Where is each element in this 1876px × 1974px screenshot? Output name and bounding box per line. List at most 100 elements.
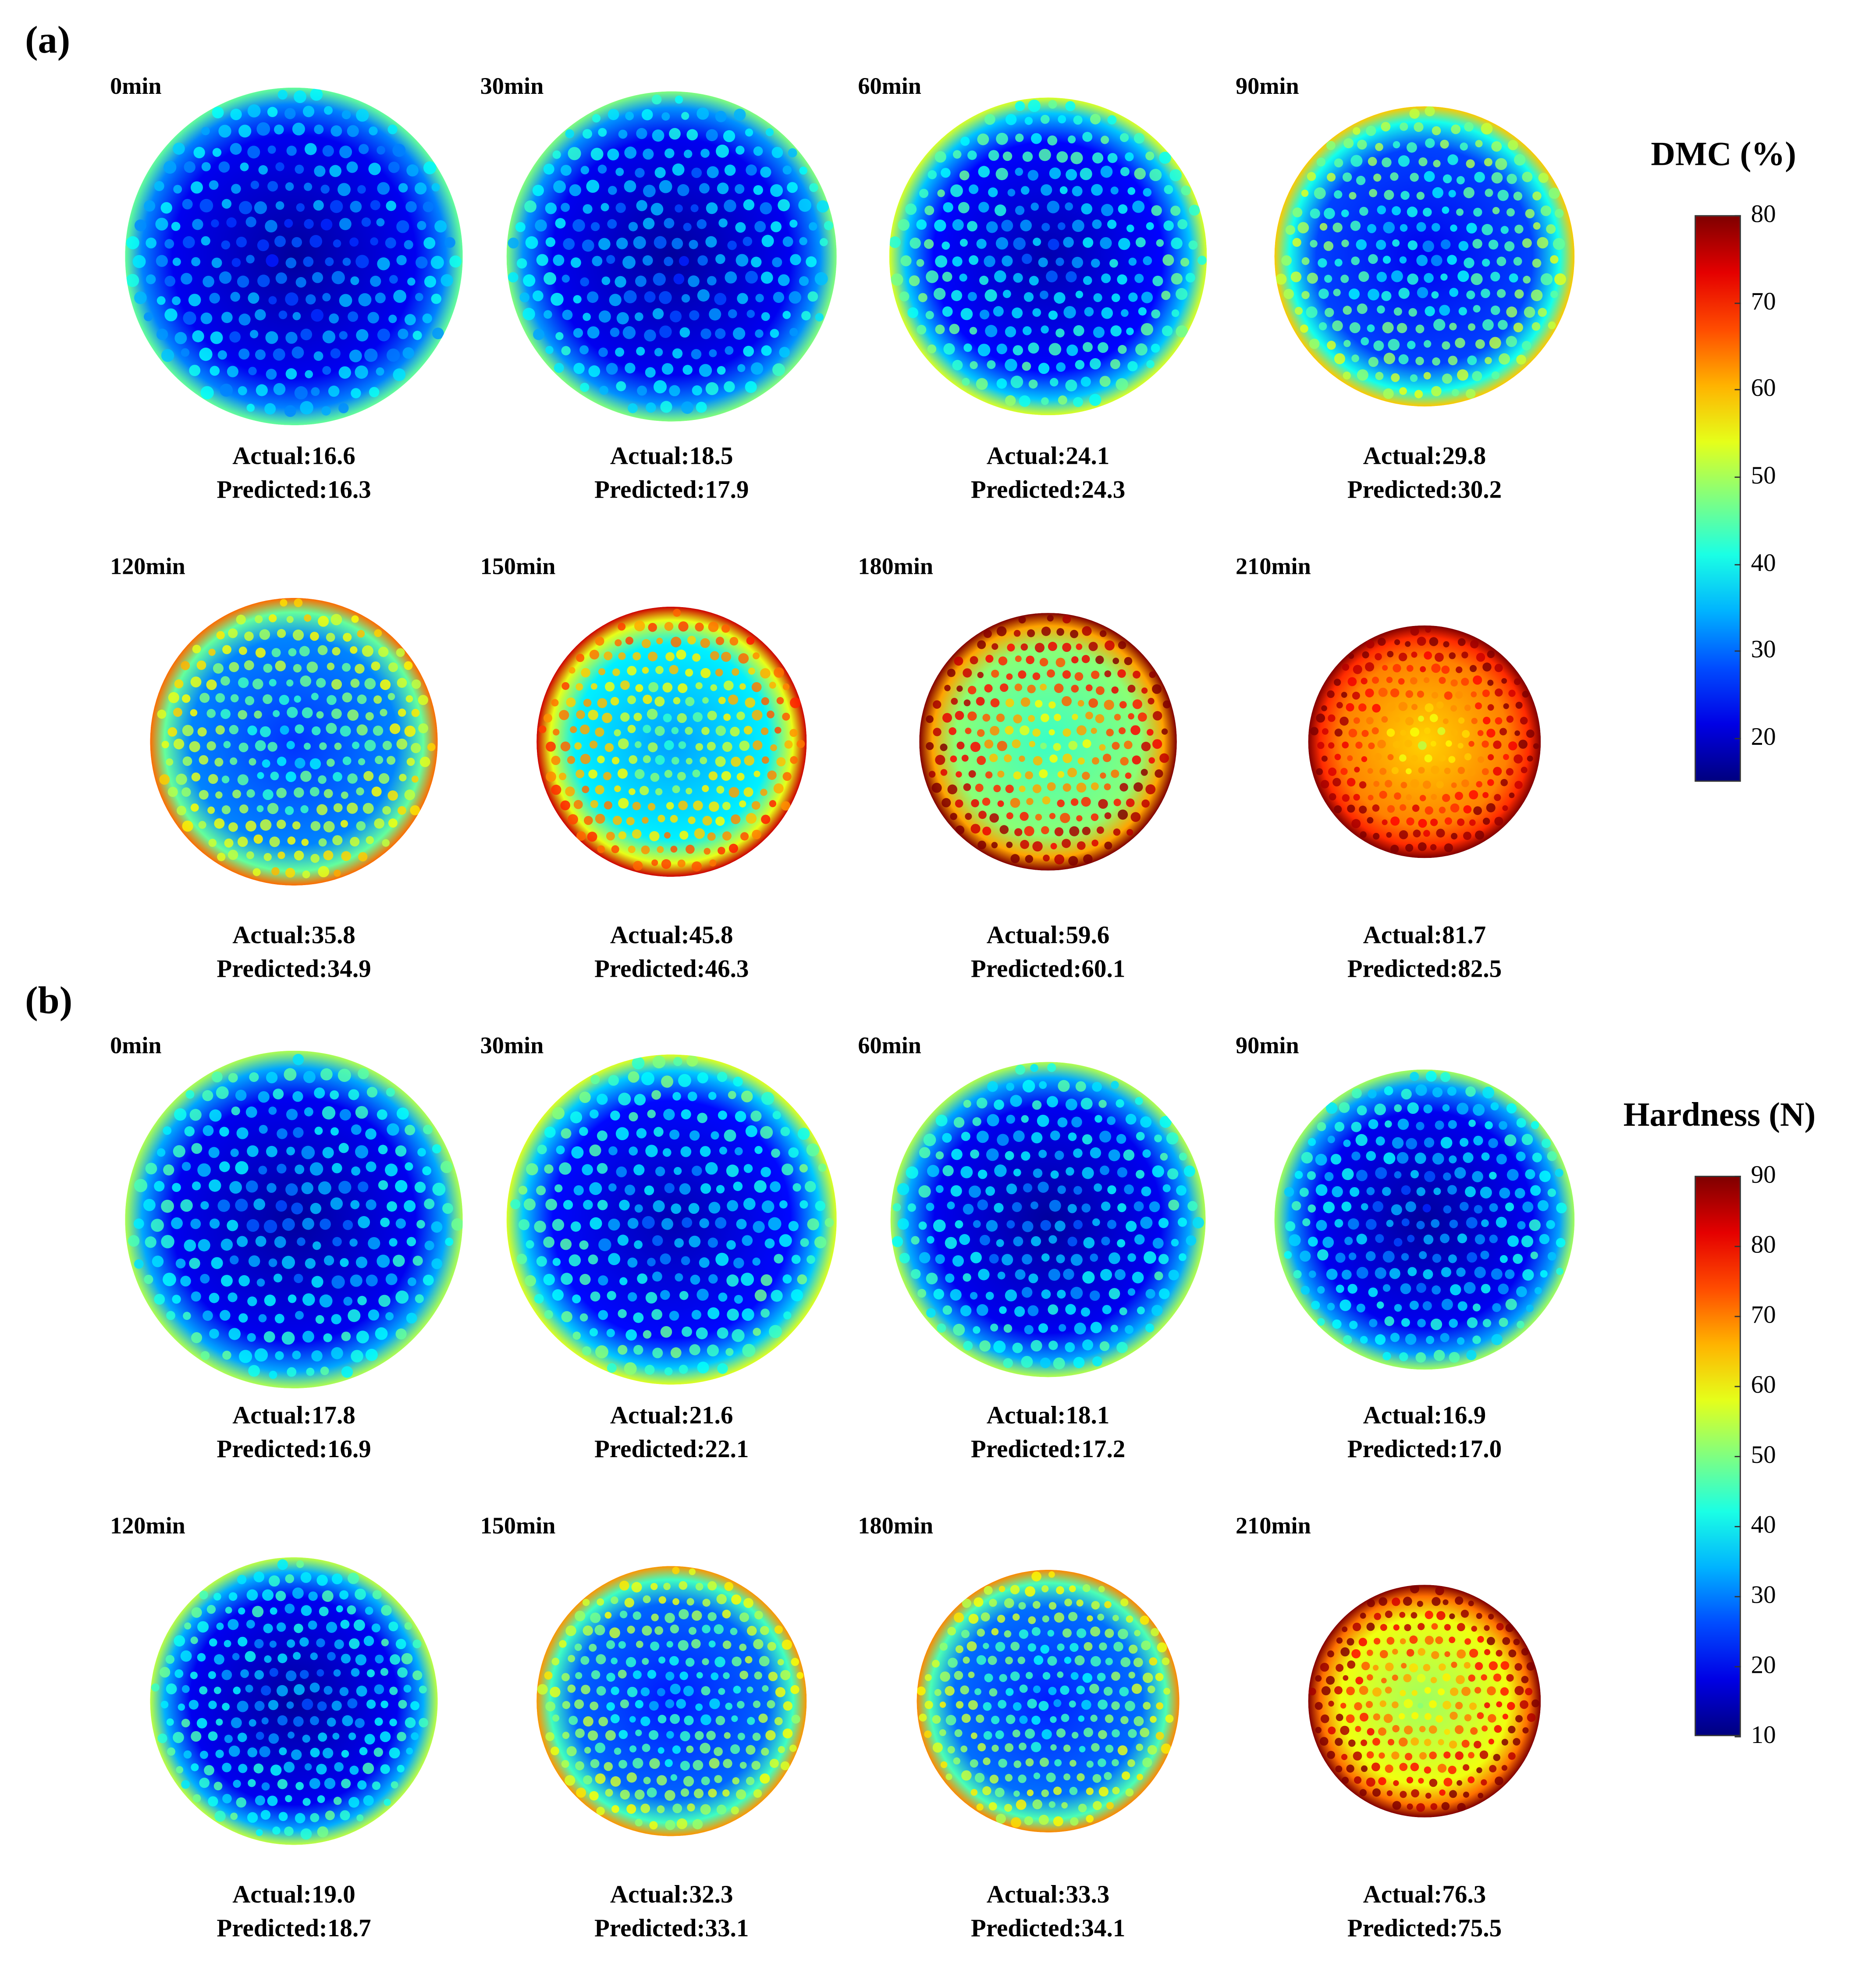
actual-value-line: Actual:16.6 <box>144 440 444 474</box>
time-label: 180min <box>858 1513 934 1540</box>
actual-prefix: Actual: <box>986 1402 1066 1430</box>
colorbar-tick <box>1734 651 1741 652</box>
colorbar-tick-label: 30 <box>1751 637 1776 664</box>
predicted-value: 16.3 <box>327 477 371 504</box>
tablet-map-90min <box>1274 106 1575 407</box>
tablet-map-90min <box>1274 1069 1575 1370</box>
time-label: 90min <box>1236 74 1299 100</box>
colorbar-tick-label: 30 <box>1751 1581 1776 1609</box>
tablet-map-210min <box>1308 625 1541 858</box>
predicted-value: 34.1 <box>1081 1915 1126 1943</box>
predicted-value: 82.5 <box>1458 955 1502 983</box>
predicted-value: 33.1 <box>705 1915 749 1943</box>
actual-value: 35.8 <box>311 921 355 950</box>
heatmap-image <box>537 606 807 877</box>
predicted-prefix: Predicted: <box>970 1436 1082 1464</box>
predicted-prefix: Predicted: <box>217 477 327 504</box>
colorbar-tick <box>1734 1176 1741 1177</box>
predicted-prefix: Predicted: <box>217 1436 327 1464</box>
prediction-caption: Actual:16.6 Predicted:16.3 <box>144 440 444 508</box>
actual-value: 32.3 <box>689 1881 733 1909</box>
colorbar-tick <box>1734 1316 1741 1317</box>
colorbar-tick-label: 50 <box>1751 462 1776 490</box>
colorbar-title-hardness: Hardness (N) <box>1623 1095 1816 1134</box>
time-label: 0min <box>110 1033 162 1060</box>
prediction-caption: Actual:29.8 Predicted:30.2 <box>1275 440 1575 508</box>
actual-prefix: Actual: <box>232 1402 312 1430</box>
colorbar-tick-label: 40 <box>1751 1512 1776 1539</box>
prediction-caption: Actual:32.3 Predicted:33.1 <box>522 1879 822 1946</box>
time-label: 210min <box>1236 554 1311 580</box>
actual-value: 19.0 <box>311 1881 355 1909</box>
heatmap-image <box>506 1054 837 1385</box>
predicted-prefix: Predicted: <box>970 1915 1082 1943</box>
predicted-value-line: Predicted:24.3 <box>898 474 1198 508</box>
prediction-caption: Actual:59.6 Predicted:60.1 <box>898 919 1198 987</box>
tablet-map-120min <box>150 1557 438 1845</box>
heatmap-image <box>1308 1585 1541 1818</box>
prediction-caption: Actual:76.3 Predicted:75.5 <box>1275 1879 1575 1946</box>
actual-prefix: Actual: <box>232 1881 312 1909</box>
predicted-prefix: Predicted: <box>594 955 705 983</box>
predicted-value-line: Predicted:22.1 <box>522 1433 822 1467</box>
colorbar-tick-label: 60 <box>1751 1371 1776 1399</box>
predicted-prefix: Predicted: <box>217 1915 327 1943</box>
predicted-value-line: Predicted:60.1 <box>898 953 1198 987</box>
prediction-caption: Actual:24.1 Predicted:24.3 <box>898 440 1198 508</box>
actual-prefix: Actual: <box>232 443 312 470</box>
time-label: 180min <box>858 554 934 580</box>
tablet-map-0min <box>125 87 463 426</box>
actual-value: 59.6 <box>1066 921 1110 950</box>
tablet-map-210min <box>1308 1585 1541 1818</box>
predicted-value: 17.9 <box>705 477 749 504</box>
colorbar-tick <box>1734 1245 1741 1247</box>
predicted-value: 34.9 <box>327 955 371 983</box>
predicted-value-line: Predicted:33.1 <box>522 1913 822 1946</box>
actual-prefix: Actual: <box>610 443 689 470</box>
predicted-value-line: Predicted:17.0 <box>1275 1433 1575 1467</box>
actual-prefix: Actual: <box>1363 921 1443 950</box>
heatmap-image <box>889 97 1207 416</box>
actual-value-line: Actual:33.3 <box>898 1879 1198 1913</box>
colorbar-title-dmc: DMC (%) <box>1651 135 1796 173</box>
colorbar-tick <box>1734 738 1741 740</box>
actual-value-line: Actual:32.3 <box>522 1879 822 1913</box>
colorbar-tick-label: 60 <box>1751 375 1776 403</box>
predicted-value: 46.3 <box>705 955 749 983</box>
colorbar-tick-label: 50 <box>1751 1441 1776 1469</box>
tablet-map-60min <box>889 97 1207 416</box>
colorbar-tick-label: 70 <box>1751 288 1776 316</box>
actual-value: 21.6 <box>689 1402 733 1430</box>
predicted-value-line: Predicted:82.5 <box>1275 953 1575 987</box>
predicted-value: 18.7 <box>327 1915 371 1943</box>
prediction-caption: Actual:18.1 Predicted:17.2 <box>898 1400 1198 1467</box>
predicted-prefix: Predicted: <box>1347 955 1458 983</box>
time-label: 120min <box>110 1513 185 1540</box>
actual-value-line: Actual:18.1 <box>898 1400 1198 1433</box>
actual-prefix: Actual: <box>610 921 689 950</box>
prediction-caption: Actual:35.8 Predicted:34.9 <box>144 919 444 987</box>
prediction-caption: Actual:19.0 Predicted:18.7 <box>144 1879 444 1946</box>
colorbar-tick <box>1734 389 1741 391</box>
tablet-map-180min <box>917 1569 1180 1833</box>
actual-value-line: Actual:16.9 <box>1275 1400 1575 1433</box>
predicted-prefix: Predicted: <box>594 1436 705 1464</box>
predicted-prefix: Predicted: <box>970 955 1082 983</box>
heatmap-image <box>1308 625 1541 858</box>
colorbar-tick-label: 70 <box>1751 1301 1776 1329</box>
predicted-prefix: Predicted: <box>217 955 327 983</box>
predicted-prefix: Predicted: <box>970 477 1082 504</box>
colorbar-tick <box>1734 564 1741 566</box>
colorbar-hardness <box>1695 1176 1741 1736</box>
predicted-value-line: Predicted:30.2 <box>1275 474 1575 508</box>
panel-label-b: (b) <box>25 978 73 1022</box>
actual-prefix: Actual: <box>610 1881 689 1909</box>
actual-value-line: Actual:45.8 <box>522 919 822 953</box>
heatmap-image <box>917 1569 1180 1833</box>
actual-value: 18.5 <box>689 443 733 470</box>
colorbar-tick-label: 10 <box>1751 1721 1776 1750</box>
time-label: 30min <box>480 74 544 100</box>
actual-value-line: Actual:29.8 <box>1275 440 1575 474</box>
prediction-caption: Actual:45.8 Predicted:46.3 <box>522 919 822 987</box>
actual-prefix: Actual: <box>610 1402 689 1430</box>
